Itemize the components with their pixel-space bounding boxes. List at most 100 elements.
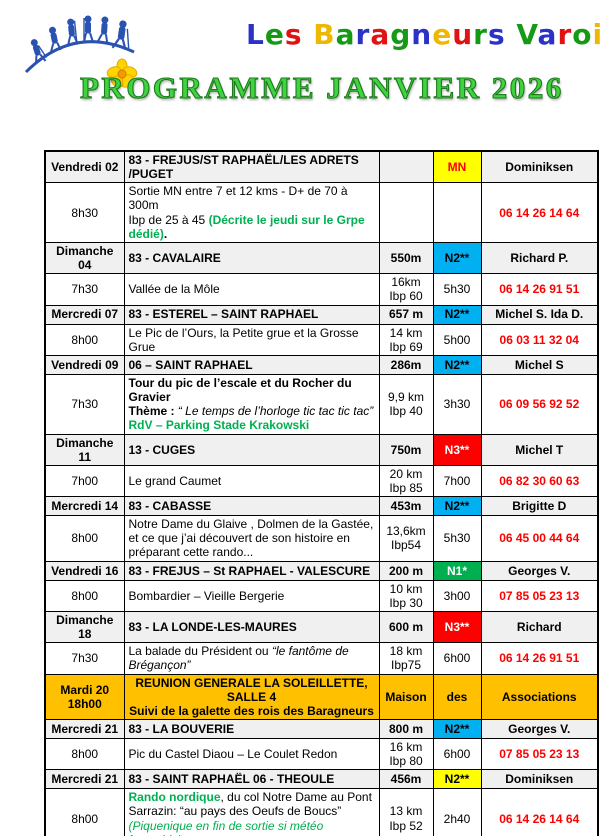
- event-header-row: Vendredi 16 83 - FREJUS – St RAPHAEL - VA…: [44, 560, 599, 581]
- event-location-cell: 83 - FREJUS – St RAPHAEL - VALESCURE: [123, 560, 380, 581]
- event-level-badge: N2**: [432, 496, 482, 517]
- reunion-row: Mardi 20 18h00 REUNION GENERALE LA SOLEILL…: [44, 673, 599, 721]
- event-date-cell: Mercredi 07: [44, 304, 125, 325]
- event-distance-cell: 20 km Ibp 85: [378, 464, 434, 498]
- event-leader-cell: Richard P.: [480, 241, 599, 275]
- event-distance-cell: 14 km Ibp 69: [378, 323, 434, 356]
- text-line: Sortie MN entre 7 et 12 kms - D+ de 70 à…: [128, 184, 348, 213]
- event-phone-cell: 07 85 05 23 13: [480, 579, 599, 612]
- event-level-badge: N2**: [432, 769, 482, 790]
- event-description-cell: La balade du Président ou “le fantôme de…: [123, 642, 380, 675]
- club-title-letter: B: [313, 18, 336, 51]
- event-time-cell: 8h00: [44, 323, 125, 356]
- event-header-row: Mercredi 21 83 - LA BOUVERIE 800 m N2** Geor…: [44, 719, 599, 739]
- hiker-figures: [30, 15, 130, 65]
- club-title-letter: [303, 18, 314, 51]
- event-header-row: Vendredi 02 83 - FREJUS/ST RAPHAËL/LES AD…: [44, 150, 599, 184]
- program-table-body: Vendredi 02 83 - FREJUS/ST RAPHAËL/LES AD…: [44, 150, 599, 836]
- reunion-title-cell: REUNION GENERALE LA SOLEILLETTE, SALLE 4…: [123, 673, 380, 721]
- event-detail-row: 8h00 Bombardier – Vieille Bergerie 10 km Ib…: [44, 579, 599, 612]
- event-date-cell: Dimanche 11: [44, 433, 125, 466]
- event-duration-cell: 3h30: [432, 373, 482, 435]
- event-leader-cell: Georges V.: [480, 560, 599, 581]
- text-line: RdV – Parking Stade Krakowski: [128, 418, 310, 433]
- event-detail-row: 8h00 Notre Dame du Glaive , Dolmen de la …: [44, 515, 599, 562]
- event-phone-cell: 06 14 26 91 51: [480, 273, 599, 306]
- event-header-row: Dimanche 04 83 - CAVALAIRE 550m N2** Richard…: [44, 241, 599, 275]
- event-location-cell: 83 - FREJUS/ST RAPHAËL/LES ADRETS /PUGET: [123, 150, 380, 184]
- event-level-badge: N2**: [432, 719, 482, 739]
- event-time-cell: 8h00: [44, 515, 125, 562]
- hikers-logo: [24, 15, 138, 88]
- event-location-cell: 83 - LA BOUVERIE: [123, 719, 380, 739]
- event-header-row: Mercredi 14 83 - CABASSE 453m N2** Brigitte …: [44, 496, 599, 517]
- event-distance-cell: 13,6km Ibp54: [378, 515, 434, 562]
- event-date-cell: Dimanche 04: [44, 241, 125, 275]
- event-duration-cell: 5h00: [432, 323, 482, 356]
- event-distance-cell: 10 km Ibp 30: [378, 579, 434, 612]
- event-detail-row: 7h30 La balade du Président ou “le fantôm…: [44, 642, 599, 675]
- event-time-cell: 8h30: [44, 182, 125, 243]
- event-altitude-cell: 657 m: [378, 304, 434, 325]
- event-date-cell: Mercredi 21: [44, 719, 125, 739]
- event-level-badge: N3**: [432, 610, 482, 644]
- event-altitude-cell: 550m: [378, 241, 434, 275]
- event-detail-row: 8h00 Pic du Castel Diaou – Le Coulet Redo…: [44, 737, 599, 771]
- event-time-cell: 7h30: [44, 642, 125, 675]
- text-line: Notre Dame du Glaive , Dolmen de la Gast…: [128, 517, 374, 560]
- event-time-cell: 7h30: [44, 373, 125, 435]
- event-header-row: Vendredi 09 06 – SAINT RAPHAEL 286m N2** Mic…: [44, 354, 599, 375]
- event-description-cell: Vallée de la Môle: [123, 273, 380, 306]
- program-title: PROGRAMME JANVIER 2026: [79, 69, 564, 105]
- program-table: Vendredi 02 83 - FREJUS/ST RAPHAËL/LES AD…: [44, 150, 599, 836]
- event-duration-cell: 3h00: [432, 579, 482, 612]
- event-description-cell: Tour du pic de l’escale et du Rocher du …: [123, 373, 380, 435]
- event-date-cell: Vendredi 09: [44, 354, 125, 375]
- event-leader-cell: Michel S: [480, 354, 599, 375]
- event-header-row: Dimanche 11 13 - CUGES 750m N3** Michel T: [44, 433, 599, 466]
- club-title-letter: L: [246, 18, 265, 51]
- event-time-cell: 8h00: [44, 579, 125, 612]
- club-title-letter: a: [537, 18, 558, 51]
- event-level-badge: N2**: [432, 354, 482, 375]
- event-description-cell: Pic du Castel Diaou – Le Coulet Redon: [123, 737, 380, 771]
- text-line: Vallée de la Môle: [128, 282, 220, 297]
- reunion-date-cell: Mardi 20 18h00: [44, 673, 125, 721]
- event-distance-cell: [378, 182, 434, 243]
- event-duration-cell: 7h00: [432, 464, 482, 498]
- event-duration-cell: 2h40: [432, 788, 482, 836]
- text-line: (Piquenique en fin de sortie si météo fa…: [128, 818, 324, 836]
- event-leader-cell: Michel S. Ida D.: [480, 304, 599, 325]
- event-description-cell: Rando nordique, du col Notre Dame au Pon…: [123, 788, 380, 836]
- event-duration-cell: [432, 182, 482, 243]
- event-description-cell: Notre Dame du Glaive , Dolmen de la Gast…: [123, 515, 380, 562]
- event-description-cell: Bombardier – Vieille Bergerie: [123, 579, 380, 612]
- event-altitude-cell: 453m: [378, 496, 434, 517]
- club-title-letter: i: [592, 18, 602, 51]
- event-duration-cell: 5h30: [432, 273, 482, 306]
- text-line: Rando nordique, du col Notre Dame au Pon…: [128, 790, 372, 805]
- event-level-badge: N2**: [432, 304, 482, 325]
- club-title-letter: u: [452, 18, 474, 51]
- event-phone-cell: 06 14 26 14 64: [480, 788, 599, 836]
- event-detail-row: 8h00 Rando nordique, du col Notre Dame au…: [44, 788, 599, 836]
- event-leader-cell: Georges V.: [480, 719, 599, 739]
- event-detail-row: 7h30 Vallée de la Môle 16km Ibp 60 5h30 06 14…: [44, 273, 599, 306]
- club-title: Les Baragneurs Varois: [246, 18, 602, 51]
- club-title-letter: o: [572, 18, 593, 51]
- event-duration-cell: 6h00: [432, 642, 482, 675]
- club-title-letter: a: [335, 18, 356, 51]
- event-time-cell: 8h00: [44, 788, 125, 836]
- club-title-letter: s: [284, 18, 303, 51]
- event-phone-cell: 06 45 00 44 64: [480, 515, 599, 562]
- event-altitude-cell: 750m: [378, 433, 434, 466]
- event-detail-row: 7h30 Tour du pic de l’escale et du Rocher…: [44, 373, 599, 435]
- event-phone-cell: 06 03 11 32 04: [480, 323, 599, 356]
- event-date-cell: Dimanche 18: [44, 610, 125, 644]
- event-leader-cell: Brigitte D: [480, 496, 599, 517]
- event-location-cell: 83 - ESTEREL – SAINT RAPHAEL: [123, 304, 380, 325]
- text-line: Le Pic de l’Ours, la Petite grue et la G…: [128, 325, 359, 354]
- flower-icon: [106, 58, 138, 88]
- event-phone-cell: 06 09 56 92 52: [480, 373, 599, 435]
- reunion-assoc-cell: Associations: [480, 673, 599, 721]
